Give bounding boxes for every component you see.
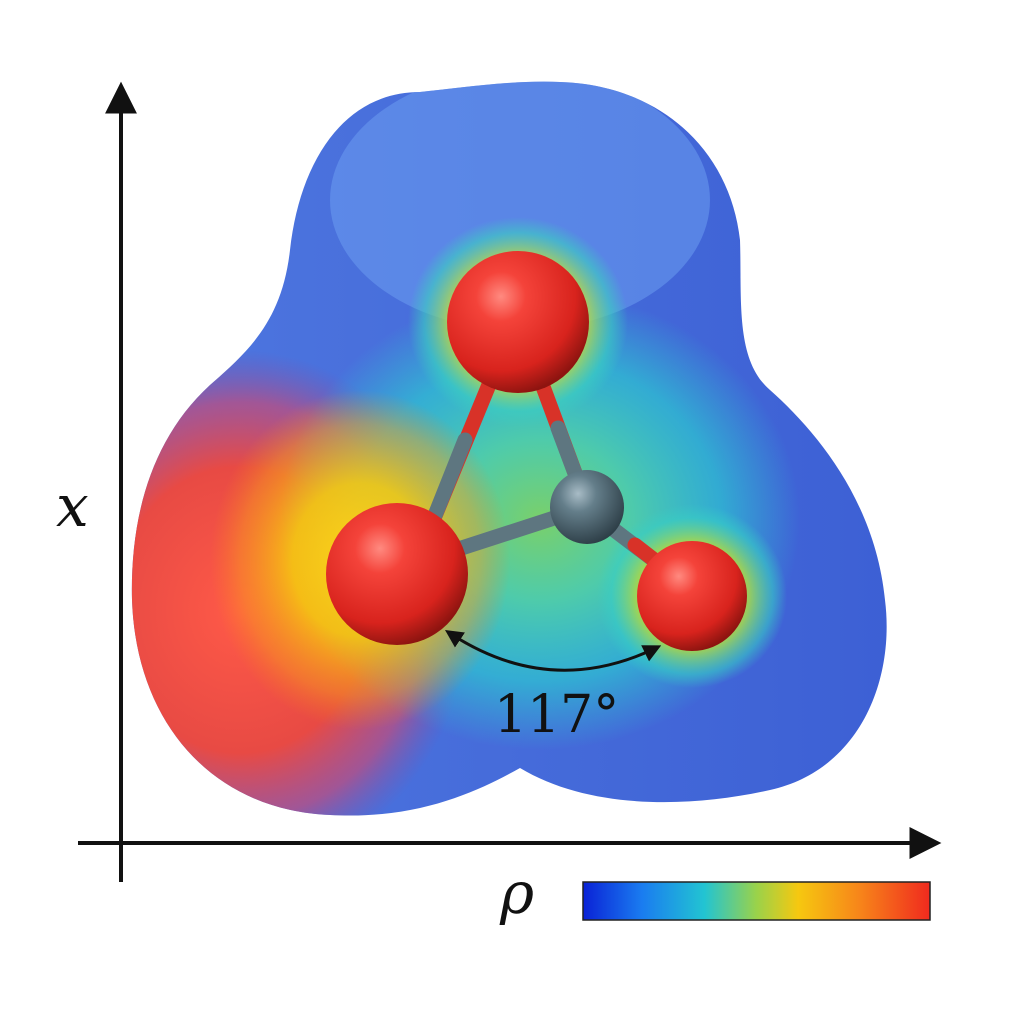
atom-oxygen-left [326, 503, 468, 645]
colorbar: ρ [499, 859, 931, 927]
atom-carbon [550, 470, 624, 544]
bond-angle-annotation: 117° [445, 630, 662, 745]
atom-oxygen-right [637, 541, 747, 651]
atom-oxygen-top [447, 251, 589, 393]
atoms [326, 251, 747, 651]
angle-arc [445, 630, 662, 672]
bond-top-left-oxygen-grey [422, 432, 473, 536]
colorbar-label: ρ [499, 859, 534, 927]
electron-density-surface [131, 81, 887, 816]
y-axis-label: x [56, 472, 89, 540]
colorbar-gradient [582, 881, 931, 921]
angle-label: 117° [494, 685, 619, 745]
axes: x [56, 81, 942, 882]
